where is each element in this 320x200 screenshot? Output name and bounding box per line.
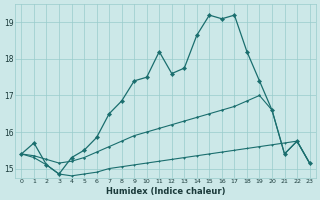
X-axis label: Humidex (Indice chaleur): Humidex (Indice chaleur) <box>106 187 225 196</box>
